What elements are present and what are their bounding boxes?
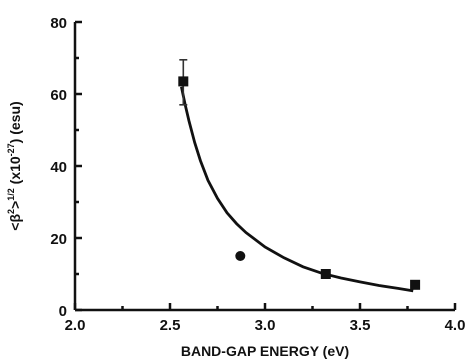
y-title-part: (x10 bbox=[7, 156, 23, 188]
y-title-part: -27 bbox=[6, 143, 16, 156]
x-tick-label: 3.0 bbox=[255, 317, 276, 334]
data-point bbox=[178, 76, 188, 86]
y-tick-label: 20 bbox=[50, 231, 67, 248]
x-tick-label: 3.5 bbox=[350, 317, 371, 334]
data-point bbox=[235, 251, 245, 261]
y-title-part: <β bbox=[7, 214, 23, 231]
fit-curve-layer bbox=[181, 87, 413, 291]
fit-curve bbox=[181, 87, 413, 291]
y-tick-label: 60 bbox=[50, 87, 67, 104]
axes bbox=[75, 22, 455, 310]
x-tick-label: 2.5 bbox=[160, 317, 181, 334]
y-tick-label: 80 bbox=[50, 15, 67, 32]
y-axis-title: <β2>1/2 (x10-27) (esu) bbox=[6, 101, 23, 230]
y-tick-label: 40 bbox=[50, 159, 67, 176]
y-tick-label: 0 bbox=[59, 303, 67, 320]
y-title-part: 1/2 bbox=[6, 188, 16, 201]
x-axis-title: BAND-GAP ENERGY (eV) bbox=[181, 343, 349, 359]
y-title-part: ) (esu) bbox=[7, 101, 23, 143]
data-point bbox=[321, 269, 331, 279]
x-tick-label: 2.0 bbox=[65, 317, 86, 334]
x-tick-label: 4.0 bbox=[445, 317, 465, 334]
x-ticks: 2.0 2.5 3.0 3.5 4.0 bbox=[65, 303, 465, 334]
y-ticks: 0 20 40 60 80 bbox=[50, 15, 82, 320]
data-points-layer bbox=[178, 60, 420, 290]
y-title-part: > bbox=[7, 201, 23, 209]
data-point bbox=[410, 280, 420, 290]
